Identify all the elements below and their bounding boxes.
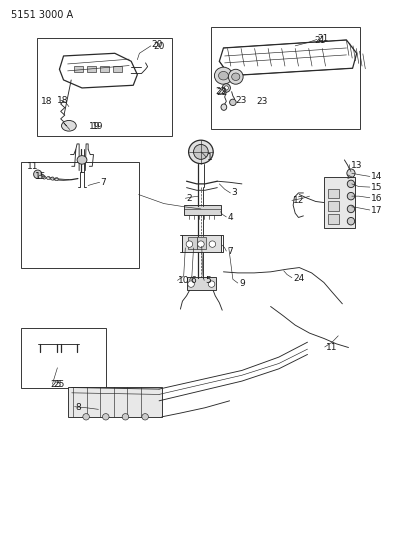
Text: 2: 2: [186, 195, 192, 203]
Bar: [182, 235, 221, 252]
Bar: [67, 387, 162, 417]
Text: 23: 23: [256, 97, 267, 106]
Ellipse shape: [224, 86, 228, 90]
Ellipse shape: [209, 241, 215, 247]
Text: 11: 11: [27, 162, 38, 171]
Ellipse shape: [208, 281, 214, 287]
Ellipse shape: [142, 414, 148, 420]
Text: 6: 6: [190, 277, 196, 285]
Ellipse shape: [186, 241, 192, 247]
Text: 21: 21: [317, 34, 328, 43]
Text: 19: 19: [92, 123, 103, 131]
Bar: [100, 66, 109, 72]
Text: 5: 5: [204, 277, 210, 285]
Text: 1: 1: [207, 153, 212, 161]
Ellipse shape: [214, 67, 232, 84]
Ellipse shape: [51, 177, 54, 180]
Text: 10: 10: [178, 277, 189, 285]
Ellipse shape: [122, 414, 128, 420]
Bar: [187, 237, 196, 249]
Ellipse shape: [346, 217, 354, 225]
Text: 14: 14: [370, 173, 382, 181]
Ellipse shape: [77, 156, 87, 164]
Bar: [20, 328, 106, 388]
Text: 3: 3: [231, 189, 237, 197]
Bar: [327, 201, 339, 211]
Text: 24: 24: [292, 274, 303, 282]
Ellipse shape: [187, 281, 194, 287]
Bar: [87, 66, 96, 72]
Text: 12: 12: [292, 197, 304, 205]
Text: 15: 15: [35, 173, 46, 181]
Ellipse shape: [61, 120, 76, 131]
Bar: [211, 27, 359, 129]
Ellipse shape: [346, 169, 354, 177]
Text: 17: 17: [370, 206, 382, 215]
Ellipse shape: [34, 170, 42, 179]
Ellipse shape: [218, 71, 228, 80]
Ellipse shape: [346, 205, 354, 213]
Text: 22: 22: [215, 87, 226, 96]
Text: 9: 9: [238, 279, 244, 288]
Text: 18: 18: [56, 96, 68, 104]
Text: 11: 11: [325, 343, 337, 352]
Text: 18: 18: [41, 97, 52, 106]
Ellipse shape: [188, 140, 213, 164]
Text: 19: 19: [89, 123, 101, 131]
Bar: [323, 177, 354, 228]
Ellipse shape: [346, 180, 354, 188]
Ellipse shape: [47, 176, 50, 180]
Ellipse shape: [222, 84, 230, 92]
Bar: [327, 189, 339, 198]
Text: 25: 25: [53, 381, 65, 389]
Text: 22: 22: [216, 88, 227, 97]
Ellipse shape: [38, 175, 42, 179]
Bar: [20, 162, 138, 268]
Text: 16: 16: [370, 194, 382, 203]
Text: 25: 25: [50, 381, 61, 389]
Text: 8: 8: [76, 403, 81, 411]
Ellipse shape: [231, 73, 239, 80]
Text: 21: 21: [314, 36, 325, 45]
Ellipse shape: [193, 144, 208, 159]
Ellipse shape: [228, 69, 243, 84]
Text: 15: 15: [370, 183, 382, 192]
Bar: [113, 66, 122, 72]
Text: 13: 13: [350, 161, 361, 169]
Text: 5151 3000 A: 5151 3000 A: [11, 10, 74, 20]
Bar: [327, 214, 339, 224]
Ellipse shape: [83, 414, 89, 420]
Ellipse shape: [346, 192, 354, 200]
Bar: [37, 38, 172, 136]
Text: 20: 20: [153, 43, 165, 51]
Text: 7: 7: [227, 247, 232, 256]
Text: 7: 7: [100, 178, 106, 187]
Bar: [184, 205, 220, 215]
Ellipse shape: [229, 99, 236, 106]
Bar: [74, 66, 83, 72]
Ellipse shape: [55, 177, 58, 181]
Bar: [186, 277, 216, 290]
Ellipse shape: [43, 176, 46, 179]
Text: 23: 23: [235, 96, 247, 104]
Text: 4: 4: [227, 213, 233, 222]
Text: 20: 20: [151, 41, 163, 49]
Ellipse shape: [220, 104, 226, 110]
Ellipse shape: [197, 241, 204, 247]
Ellipse shape: [102, 414, 109, 420]
Bar: [196, 237, 205, 249]
